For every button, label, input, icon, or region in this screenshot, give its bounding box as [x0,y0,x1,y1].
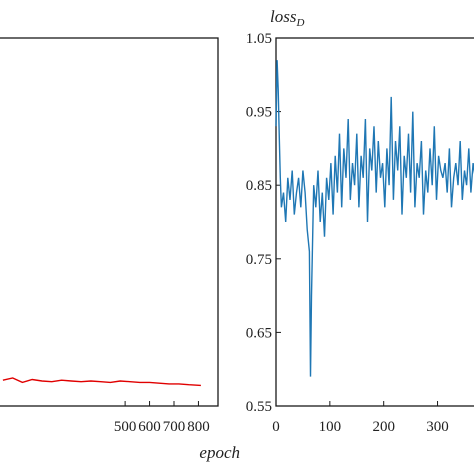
left-x-tick-label: 700 [163,419,186,435]
right-y-tick-label: 0.75 [246,252,272,268]
right-y-axis-title-sub: D [295,17,304,29]
right-y-tick-label: 1.05 [246,31,272,47]
left-x-axis-title: epoch [199,443,240,462]
right-plot-frame [275,37,474,407]
right-y-axis-title: lossD [270,7,304,29]
right-y-tick-label: 0.65 [246,325,272,341]
right-panel: 1.05 0.95 0.85 0.75 0.65 0.55 0 100 200 300 loss… [246,7,474,435]
right-x-tick-label: 300 [426,419,449,435]
right-x-tick-label: 100 [319,419,342,435]
left-x-axis-ticks: 500 600 700 800 [114,401,210,435]
left-x-tick-label: 500 [114,419,137,435]
left-series-line [2,377,201,387]
left-plot-frame [0,37,219,407]
right-y-tick-label: 0.95 [246,105,272,121]
right-x-tick-label: 0 [272,419,280,435]
left-panel: 500 600 700 800 epoch [0,37,240,462]
right-x-tick-label: 200 [372,419,395,435]
right-y-axis-title-main: loss [270,7,297,26]
right-y-tick-label: 0.85 [246,178,272,194]
right-y-axis-ticks: 1.05 0.95 0.85 0.75 0.65 0.55 [246,31,281,415]
left-x-tick-label: 600 [138,419,161,435]
right-series-line [275,60,474,377]
left-x-tick-label: 800 [187,419,210,435]
right-y-tick-label: 0.55 [246,399,272,415]
right-x-axis-ticks: 0 100 200 300 [272,401,449,435]
